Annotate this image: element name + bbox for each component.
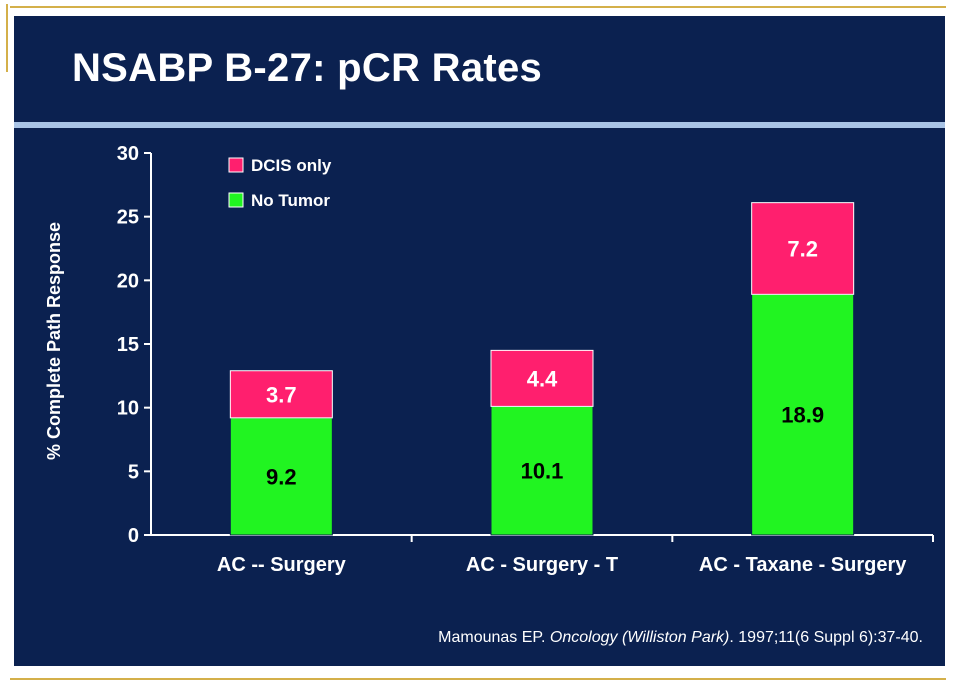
x-category-label: AC -- Surgery <box>217 554 347 576</box>
y-tick-label: 10 <box>117 398 139 420</box>
top-gold-rule <box>10 6 946 8</box>
data-label-dcis-only: 4.4 <box>527 366 558 391</box>
bar-segment-no-tumor <box>229 417 333 536</box>
y-axis-title: % Complete Path Response <box>44 222 64 460</box>
data-label-dcis-only: 3.7 <box>266 382 297 407</box>
data-label-no-tumor: 9.2 <box>266 464 297 489</box>
slide-panel: NSABP B-27: pCR Rates 0 5 10 15 20 25 30 % Comp… <box>14 16 945 666</box>
slide-title: NSABP B-27: pCR Rates <box>72 46 543 90</box>
bar-segment-no-tumor <box>751 293 855 536</box>
data-label-dcis-only: 7.2 <box>787 237 818 262</box>
y-tick-label: 15 <box>117 334 139 356</box>
bar-segment-no-tumor <box>490 405 594 536</box>
y-tick-label: 5 <box>128 461 139 483</box>
legend-swatch <box>228 157 244 173</box>
left-gold-rule <box>6 4 8 72</box>
bar-segment-dcis-only <box>751 202 855 295</box>
x-category-label: AC - Taxane - Surgery <box>699 554 907 576</box>
stacked-bar-chart: 0 5 10 15 20 25 30 % Complete Path Response 9.2 3… <box>44 143 934 576</box>
data-label-no-tumor: 18.9 <box>781 403 824 428</box>
citation-details: . 1997;11(6 Suppl 6):37-40. <box>729 629 923 646</box>
legend-label: DCIS only <box>251 156 332 175</box>
y-tick-label: 25 <box>117 207 139 229</box>
citation-journal: Oncology (Williston Park) <box>549 629 730 646</box>
legend-label: No Tumor <box>251 191 330 210</box>
title-divider <box>14 122 945 128</box>
citation: Mamounas EP. Oncology (Williston Park). … <box>438 629 923 647</box>
data-label-no-tumor: 10.1 <box>521 459 564 484</box>
bottom-gold-rule <box>10 678 946 680</box>
citation-author: Mamounas EP. <box>438 629 550 646</box>
y-tick-label: 30 <box>117 143 139 165</box>
legend-swatch <box>228 192 244 208</box>
bar-segment-dcis-only <box>490 349 594 407</box>
bar-segment-dcis-only <box>229 370 333 419</box>
x-category-label: AC - Surgery - T <box>466 554 618 576</box>
y-tick-label: 20 <box>117 270 139 292</box>
y-tick-label: 0 <box>128 525 139 547</box>
